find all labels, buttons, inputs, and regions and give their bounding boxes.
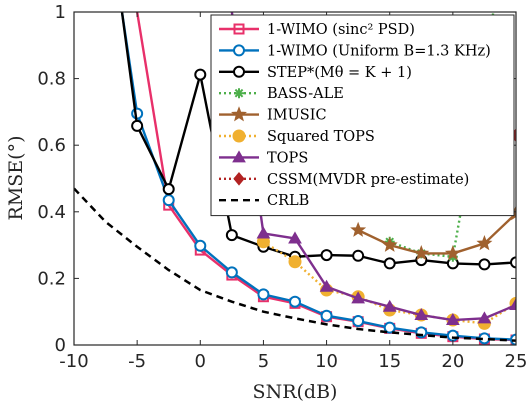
series-tops xyxy=(230,12,516,326)
y-tick-label: 0 xyxy=(55,335,66,356)
data-point-1-wimo-uniform-b-1-3-khz xyxy=(162,194,175,207)
data-point-1-wimo-uniform-b-1-3-khz xyxy=(194,239,207,252)
legend-label-1-wimo-uniform-b-1-3-khz: 1-WIMO (Uniform B=1.3 KHz) xyxy=(267,43,491,59)
legend-marker-step-m-k-1 xyxy=(233,65,245,78)
data-point-1-wimo-uniform-b-1-3-khz xyxy=(289,295,301,308)
data-point-imusic xyxy=(444,245,461,261)
data-point-1-wimo-uniform-b-1-3-khz xyxy=(225,266,238,279)
x-tick-label: 10 xyxy=(315,351,338,372)
legend-marker-1-wimo-uniform-b-1-3-khz xyxy=(233,44,245,57)
y-axis-label: RMSE(°) xyxy=(5,136,27,221)
legend-marker-cssm-mvdr-pre-estimate xyxy=(233,172,245,186)
x-tick-label: 15 xyxy=(378,351,401,372)
legend-marker-tops xyxy=(232,150,246,163)
legend-item-crlb: CRLB xyxy=(219,193,309,209)
legend-item-cssm-mvdr-pre-estimate: CSSM(MVDR pre-estimate) xyxy=(219,172,469,188)
data-point-tops xyxy=(414,308,429,321)
data-point-1-wimo-uniform-b-1-3-khz xyxy=(352,315,365,328)
data-point-tops xyxy=(477,311,492,324)
x-tick-label: 5 xyxy=(258,351,269,372)
legend-label-step-m-k-1: STEP*(Mθ = K + 1) xyxy=(267,65,412,81)
data-point-step-m-k-1 xyxy=(383,257,396,270)
legend-marker-imusic xyxy=(231,106,247,122)
data-point-1-wimo-uniform-b-1-3-khz xyxy=(383,321,396,334)
x-tick-label: 25 xyxy=(505,351,528,372)
series-layer xyxy=(74,12,516,345)
legend-item-bass-ale: BASS-ALE xyxy=(219,86,344,102)
x-tick-label: 0 xyxy=(195,351,206,372)
legend-marker-1-wimo-sinc-psd xyxy=(233,23,245,35)
y-tick-label: 1 xyxy=(55,2,66,23)
x-tick-label: -5 xyxy=(128,351,146,372)
legend-box xyxy=(210,14,515,217)
y-tick-label: 0.2 xyxy=(37,268,66,289)
legend-label-bass-ale: BASS-ALE xyxy=(267,86,344,102)
legend-item-imusic: IMUSIC xyxy=(219,106,327,124)
legend-item-1-wimo-uniform-b-1-3-khz: 1-WIMO (Uniform B=1.3 KHz) xyxy=(219,43,491,59)
data-point-step-m-k-1 xyxy=(352,249,365,262)
legend-item-squared-tops: Squared TOPS xyxy=(219,129,375,145)
data-point-step-m-k-1 xyxy=(162,183,175,196)
data-point-1-wimo-uniform-b-1-3-khz xyxy=(257,288,270,301)
data-point-tops xyxy=(319,279,334,292)
data-point-step-m-k-1 xyxy=(225,229,238,242)
data-point-step-m-k-1 xyxy=(510,256,516,269)
legend-label-imusic: IMUSIC xyxy=(267,108,327,124)
legend-label-crlb: CRLB xyxy=(267,193,309,209)
legend-label-1-wimo-sinc-psd: 1-WIMO (sinc² PSD) xyxy=(267,22,415,38)
y-tick-label: 0.8 xyxy=(37,69,66,90)
legend: 1-WIMO (sinc² PSD) 1-WIMO (Uniform B=1.3 … xyxy=(210,14,515,217)
data-point-tops xyxy=(256,226,271,239)
data-point-1-wimo-uniform-b-1-3-khz xyxy=(320,309,333,322)
data-point-imusic xyxy=(381,236,398,252)
legend-label-squared-tops: Squared TOPS xyxy=(267,129,375,145)
data-point-imusic xyxy=(350,221,367,237)
data-point-tops xyxy=(288,231,302,244)
data-point-step-m-k-1 xyxy=(320,249,333,262)
series-line-crlb xyxy=(74,187,516,342)
legend-item-tops: TOPS xyxy=(219,150,308,166)
axes-frame xyxy=(73,11,517,346)
x-tick-label: -10 xyxy=(59,351,88,372)
data-point-tops xyxy=(509,298,516,311)
series-crlb xyxy=(74,187,516,342)
data-point-1-wimo-uniform-b-1-3-khz xyxy=(446,329,459,342)
legend-marker-bass-ale xyxy=(234,88,244,99)
x-axis-label: SNR(dB) xyxy=(253,381,338,403)
legend-item-1-wimo-sinc-psd: 1-WIMO (sinc² PSD) xyxy=(219,22,415,38)
legend-label-tops: TOPS xyxy=(267,150,308,166)
data-point-tops xyxy=(351,291,366,304)
y-tick-label: 0.6 xyxy=(37,135,66,156)
data-point-tops xyxy=(445,313,460,326)
data-point-step-m-k-1 xyxy=(131,119,144,132)
series-line-tops xyxy=(230,12,516,322)
data-point-squared-tops xyxy=(288,255,302,269)
series-step-m-k-1 xyxy=(120,12,516,271)
y-tick-label: 0.4 xyxy=(37,202,66,223)
data-point-imusic xyxy=(413,245,430,261)
legend-marker-squared-tops xyxy=(232,129,246,143)
data-point-imusic xyxy=(476,235,493,251)
legend-label-cssm-mvdr-pre-estimate: CSSM(MVDR pre-estimate) xyxy=(267,172,469,188)
data-point-step-m-k-1 xyxy=(194,68,207,81)
data-point-tops xyxy=(382,299,397,312)
x-tick-label: 20 xyxy=(441,351,464,372)
data-point-step-m-k-1 xyxy=(478,258,491,271)
legend-item-step-m-k-1: STEP*(Mθ = K + 1) xyxy=(219,65,412,81)
